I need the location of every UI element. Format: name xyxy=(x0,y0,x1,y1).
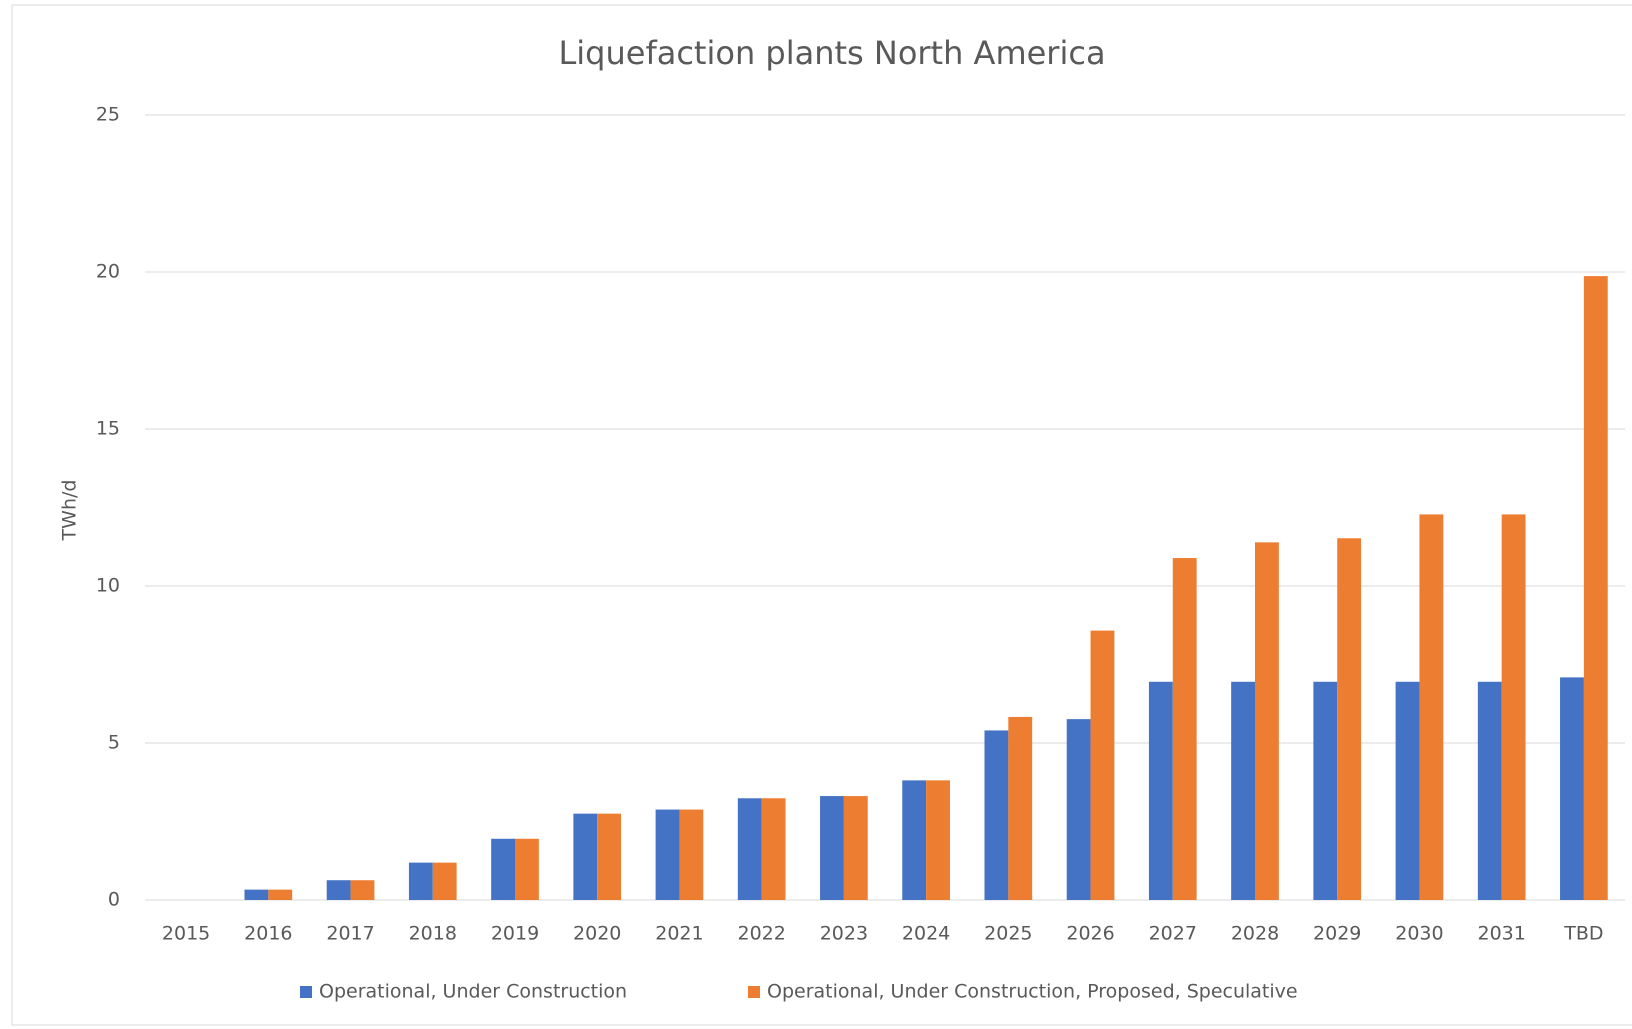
bar xyxy=(491,838,515,900)
x-tick-label: 2015 xyxy=(162,923,210,945)
x-tick-label: 2018 xyxy=(409,923,457,945)
bar xyxy=(1313,681,1338,900)
y-tick-label: 25 xyxy=(96,104,120,126)
x-tick-label: 2020 xyxy=(573,923,621,945)
bar xyxy=(761,798,786,900)
x-tick-label: 2027 xyxy=(1149,923,1197,945)
x-tick-label: 2031 xyxy=(1477,923,1525,945)
bar xyxy=(1066,719,1091,900)
bar xyxy=(1337,538,1362,900)
bar xyxy=(926,780,950,900)
bar xyxy=(1255,542,1279,900)
y-tick-label: 10 xyxy=(96,575,120,597)
bar xyxy=(1477,681,1502,900)
bar xyxy=(1231,681,1255,900)
x-tick-label: 2026 xyxy=(1066,923,1114,945)
bar xyxy=(597,813,622,900)
x-tick-label: 2016 xyxy=(244,923,292,945)
bar xyxy=(1501,514,1526,900)
x-tick-label: 2025 xyxy=(984,923,1032,945)
bar xyxy=(432,862,457,900)
bar xyxy=(843,796,868,900)
x-tick-label: 2019 xyxy=(491,923,539,945)
x-tick-label: 2017 xyxy=(326,923,374,945)
x-tick-label: 2028 xyxy=(1231,923,1279,945)
bar xyxy=(326,880,351,900)
x-tick-label: 2029 xyxy=(1313,923,1361,945)
bar xyxy=(679,809,704,900)
legend-swatch xyxy=(748,986,760,998)
bar xyxy=(244,889,269,900)
bar xyxy=(902,780,927,900)
bar xyxy=(1583,276,1608,900)
x-tick-label: TBD xyxy=(1563,923,1603,945)
x-tick-label: 2023 xyxy=(820,923,868,945)
x-tick-label: 2024 xyxy=(902,923,950,945)
bar xyxy=(1560,677,1584,900)
bar xyxy=(1419,514,1444,900)
bar xyxy=(573,813,598,900)
y-tick-label: 5 xyxy=(108,732,120,754)
y-axis-label: TWh/d xyxy=(59,480,81,542)
bar xyxy=(820,796,844,900)
bar xyxy=(408,862,433,900)
legend-swatch xyxy=(300,986,312,998)
bar xyxy=(984,730,1009,900)
y-tick-label: 0 xyxy=(108,889,120,911)
bar xyxy=(1148,681,1173,900)
bar xyxy=(1090,630,1115,900)
bar xyxy=(655,809,680,900)
bar xyxy=(1172,558,1197,900)
legend-label: Operational, Under Construction xyxy=(319,981,627,1003)
bar xyxy=(1395,681,1420,900)
y-tick-label: 20 xyxy=(96,261,120,283)
x-tick-label: 2030 xyxy=(1395,923,1443,945)
bar xyxy=(737,798,762,900)
y-tick-label: 15 xyxy=(96,418,120,440)
bar xyxy=(350,880,375,900)
legend-label: Operational, Under Construction, Propose… xyxy=(767,981,1298,1003)
bar xyxy=(268,889,293,900)
chart-title: Liquefaction plants North America xyxy=(558,34,1105,72)
x-tick-label: 2021 xyxy=(655,923,703,945)
x-tick-label: 2022 xyxy=(737,923,785,945)
bar xyxy=(1008,716,1033,900)
bar xyxy=(515,838,539,900)
